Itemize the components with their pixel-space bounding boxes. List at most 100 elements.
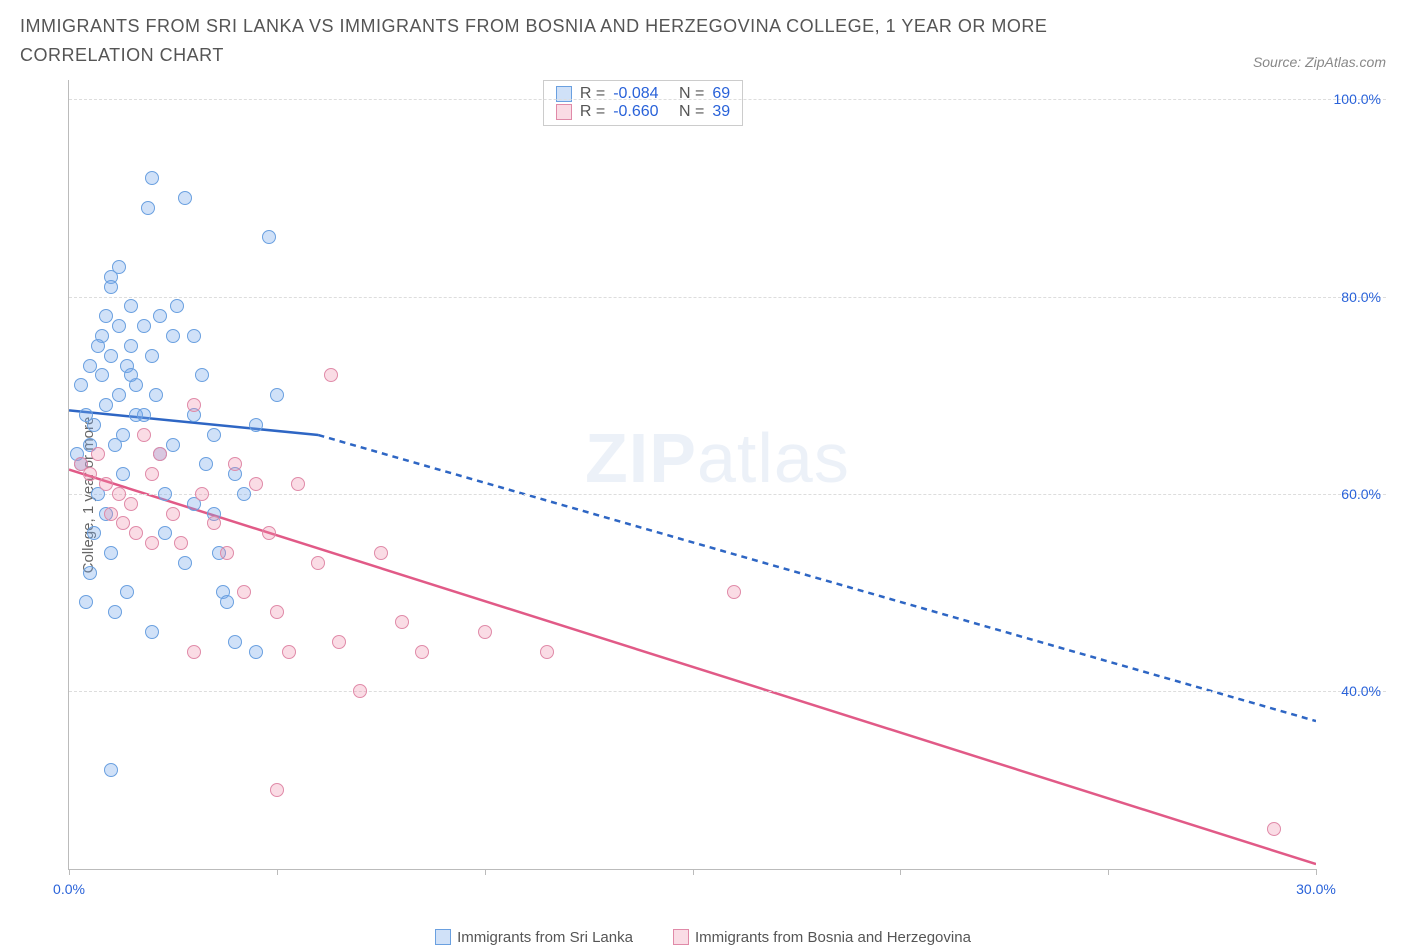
y-tick-label: 60.0% [1341,486,1381,502]
data-point [270,605,284,619]
data-point [207,428,221,442]
data-point [91,339,105,353]
data-point [228,635,242,649]
data-point [129,526,143,540]
x-tick [900,869,901,875]
bottom-legend: Immigrants from Sri Lanka Immigrants fro… [20,929,1386,946]
data-point [195,487,209,501]
swatch-series2 [556,104,572,120]
x-tick-label: 30.0% [1296,881,1336,897]
data-point [149,388,163,402]
x-tick [693,869,694,875]
legend-label-series1: Immigrants from Sri Lanka [457,929,633,946]
data-point [220,595,234,609]
legend-label-series2: Immigrants from Bosnia and Herzegovina [695,929,971,946]
x-tick [69,869,70,875]
data-point [120,585,134,599]
data-point [178,556,192,570]
data-point [262,230,276,244]
legend-swatch-series1 [435,929,451,945]
data-point [166,329,180,343]
data-point [395,615,409,629]
data-point [124,497,138,511]
watermark: ZIPatlas [585,418,850,498]
data-point [262,526,276,540]
data-point [124,368,138,382]
data-point [153,447,167,461]
y-tick-label: 40.0% [1341,683,1381,699]
data-point [83,467,97,481]
data-point [124,299,138,313]
data-point [91,447,105,461]
data-point [478,625,492,639]
plot-area: ZIPatlas R = -0.084 N = 69 R = -0.660 N … [68,80,1316,870]
data-point [112,319,126,333]
data-point [104,763,118,777]
data-point [187,398,201,412]
data-point [195,368,209,382]
stats-legend-box: R = -0.084 N = 69 R = -0.660 N = 39 [543,80,743,126]
data-point [104,349,118,363]
data-point [282,645,296,659]
y-tick-label: 100.0% [1334,91,1381,107]
chart-header: IMMIGRANTS FROM SRI LANKA VS IMMIGRANTS … [20,12,1386,70]
data-point [112,487,126,501]
trend-lines-layer [69,80,1316,869]
data-point [187,645,201,659]
source-label: Source: ZipAtlas.com [1253,54,1386,70]
data-point [99,477,113,491]
gridline [69,494,1386,495]
data-point [353,684,367,698]
data-point [237,585,251,599]
data-point [87,526,101,540]
data-point [220,546,234,560]
legend-swatch-series2 [673,929,689,945]
data-point [104,546,118,560]
x-tick [1108,869,1109,875]
data-point [79,595,93,609]
data-point [228,457,242,471]
data-point [74,378,88,392]
data-point [79,408,93,422]
data-point [145,349,159,363]
data-point [249,418,263,432]
data-point [199,457,213,471]
chart-container: College, 1 year or more ZIPatlas R = -0.… [20,80,1386,910]
x-tick [277,869,278,875]
data-point [99,309,113,323]
data-point [124,339,138,353]
data-point [137,408,151,422]
y-tick-label: 80.0% [1341,289,1381,305]
data-point [112,388,126,402]
data-point [249,645,263,659]
data-point [178,191,192,205]
x-tick-label: 0.0% [53,881,85,897]
data-point [170,299,184,313]
data-point [104,507,118,521]
data-point [145,467,159,481]
data-point [137,428,151,442]
data-point [99,398,113,412]
data-point [540,645,554,659]
data-point [112,260,126,274]
data-point [158,526,172,540]
gridline [69,297,1386,298]
data-point [145,536,159,550]
gridline [69,99,1386,100]
data-point [108,605,122,619]
data-point [332,635,346,649]
data-point [83,359,97,373]
data-point [141,201,155,215]
data-point [1267,822,1281,836]
legend-item-series1: Immigrants from Sri Lanka [435,929,633,946]
data-point [237,487,251,501]
data-point [374,546,388,560]
data-point [145,171,159,185]
data-point [291,477,305,491]
data-point [187,329,201,343]
data-point [166,507,180,521]
data-point [158,487,172,501]
data-point [108,438,122,452]
data-point [137,319,151,333]
data-point [415,645,429,659]
